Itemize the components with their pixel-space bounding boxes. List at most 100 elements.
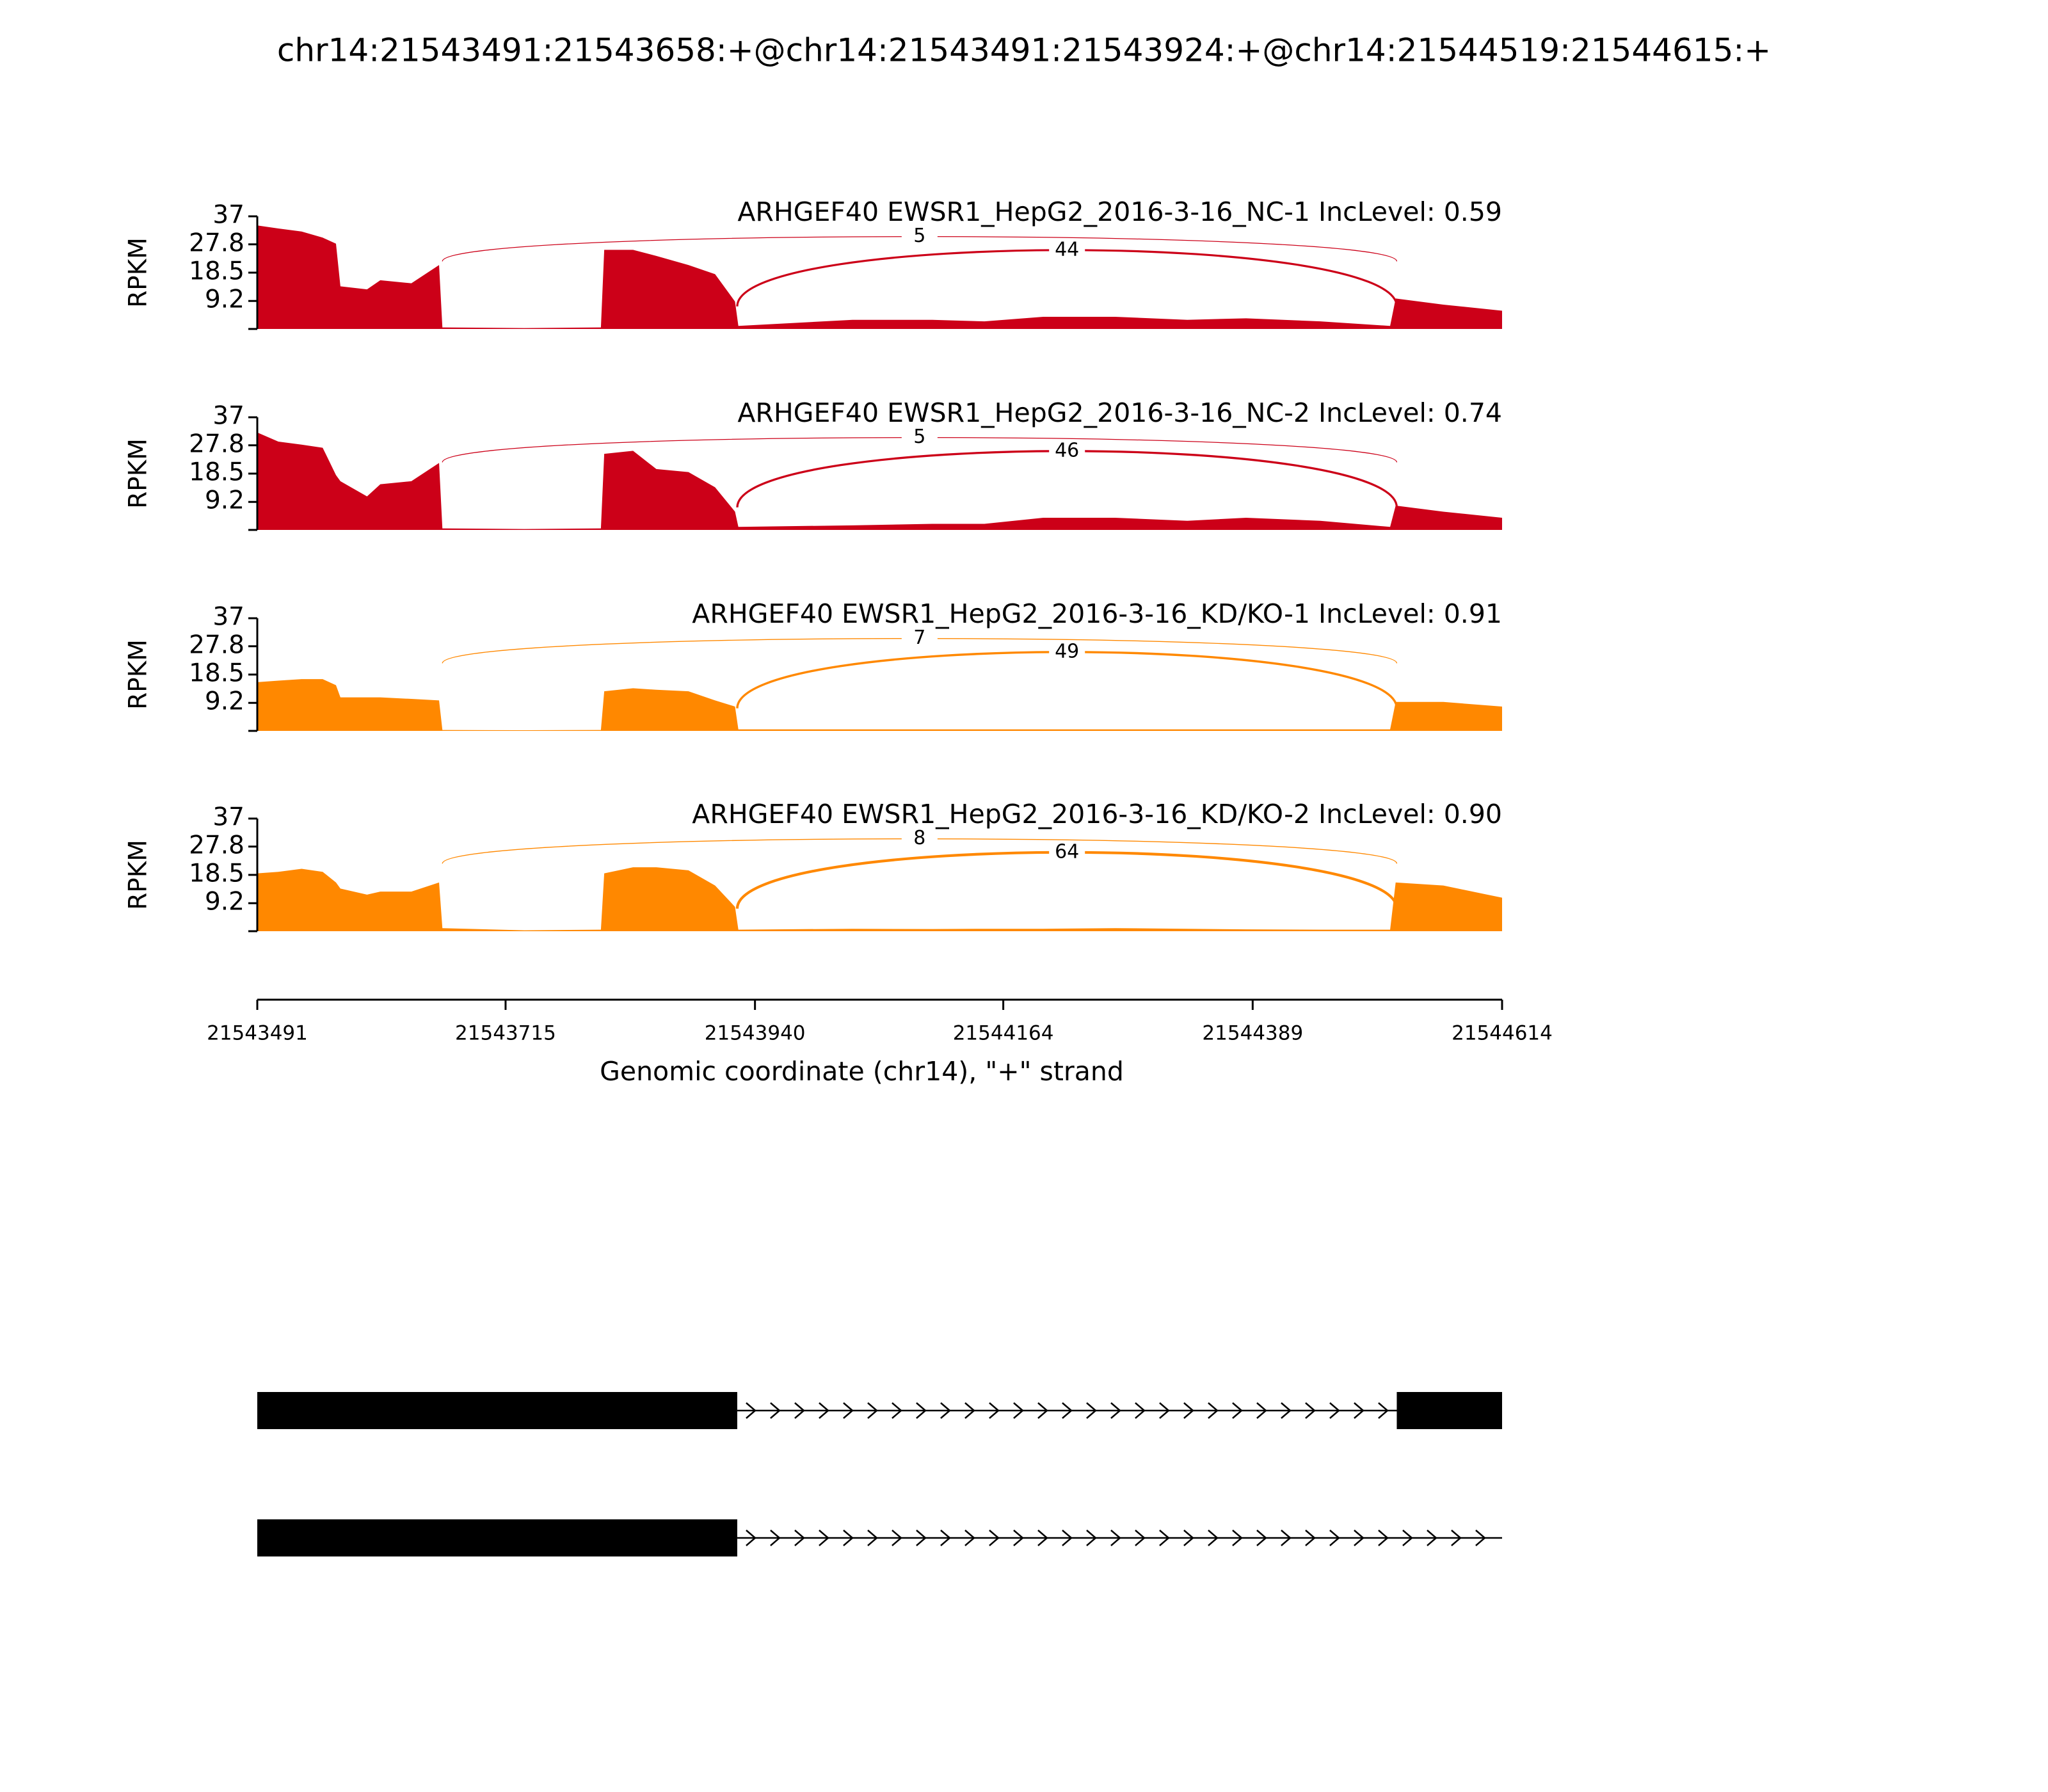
intron-arrow bbox=[770, 1402, 781, 1419]
intron-arrow bbox=[794, 1402, 805, 1419]
intron-arrow bbox=[1451, 1530, 1462, 1546]
intron-arrow bbox=[1135, 1530, 1146, 1546]
intron-arrow bbox=[1183, 1530, 1194, 1546]
intron-arrow bbox=[770, 1530, 781, 1546]
intron-arrow bbox=[746, 1530, 756, 1546]
coverage-area bbox=[257, 679, 1502, 731]
intron-arrow bbox=[867, 1530, 878, 1546]
exon bbox=[257, 1519, 737, 1556]
intron-arrow bbox=[867, 1402, 878, 1419]
y-tick-label: 27.8 bbox=[189, 429, 244, 458]
intron-arrow bbox=[1135, 1402, 1146, 1419]
x-tick-label: 21544164 bbox=[953, 1022, 1054, 1045]
y-tick-label: 9.2 bbox=[205, 687, 244, 716]
panel-title: ARHGEF40 EWSR1_HepG2_2016-3-16_KD/KO-1 I… bbox=[692, 598, 1502, 629]
intron-arrow bbox=[1159, 1530, 1170, 1546]
intron-arrow bbox=[964, 1402, 975, 1419]
exon bbox=[257, 1392, 737, 1429]
junction-label-bg bbox=[1049, 439, 1085, 463]
intron-arrow bbox=[1208, 1530, 1219, 1546]
y-tick-label: 37 bbox=[212, 402, 244, 431]
intron-arrow bbox=[1232, 1402, 1243, 1419]
intron-arrow bbox=[1281, 1530, 1292, 1546]
y-tick-label: 18.5 bbox=[189, 860, 244, 888]
intron-arrow bbox=[1086, 1530, 1097, 1546]
intron-arrow bbox=[1256, 1530, 1267, 1546]
junction-label-bg bbox=[901, 225, 938, 248]
intron-arrow bbox=[1110, 1530, 1121, 1546]
intron-arrow bbox=[1402, 1530, 1413, 1546]
intron-arrow bbox=[1037, 1530, 1048, 1546]
intron-arrow bbox=[1208, 1402, 1219, 1419]
intron-arrow bbox=[1354, 1402, 1364, 1419]
intron-arrow bbox=[989, 1530, 1000, 1546]
intron-arrow bbox=[746, 1402, 756, 1419]
intron-arrow bbox=[1110, 1402, 1121, 1419]
junction-label: 7 bbox=[913, 627, 925, 649]
y-tick-label: 9.2 bbox=[205, 888, 244, 916]
y-tick-label: 18.5 bbox=[189, 659, 244, 688]
junction-label: 46 bbox=[1055, 439, 1079, 461]
junction-label-bg bbox=[1049, 238, 1085, 262]
junction-label-bg bbox=[1049, 840, 1085, 864]
intron-arrow bbox=[819, 1402, 829, 1419]
intron-arrow bbox=[1354, 1530, 1364, 1546]
x-tick-label: 21543940 bbox=[705, 1022, 806, 1045]
intron-arrow bbox=[819, 1530, 829, 1546]
junction-label: 8 bbox=[913, 827, 925, 849]
x-tick-label: 21543491 bbox=[207, 1022, 308, 1045]
y-tick-label: 27.8 bbox=[189, 630, 244, 659]
junction-label: 5 bbox=[913, 426, 925, 448]
x-axis-label: Genomic coordinate (chr14), "+" strand bbox=[600, 1056, 1124, 1087]
y-tick-label: 37 bbox=[212, 201, 244, 230]
junction-label-bg bbox=[1049, 640, 1085, 664]
intron-arrow bbox=[940, 1402, 951, 1419]
intron-arrow bbox=[1232, 1530, 1243, 1546]
intron-arrow bbox=[989, 1402, 1000, 1419]
junction-label-bg bbox=[901, 827, 938, 851]
intron-arrow bbox=[916, 1402, 927, 1419]
junction-label: 5 bbox=[913, 225, 925, 247]
y-tick-label: 27.8 bbox=[189, 831, 244, 860]
y-axis-label: RPKM bbox=[124, 840, 153, 910]
x-tick-label: 21544389 bbox=[1202, 1022, 1303, 1045]
y-axis-label: RPKM bbox=[124, 639, 153, 710]
panel-title: ARHGEF40 EWSR1_HepG2_2016-3-16_NC-2 IncL… bbox=[737, 397, 1502, 428]
y-tick-label: 27.8 bbox=[189, 228, 244, 257]
exon bbox=[1396, 1392, 1502, 1429]
junction-label: 64 bbox=[1055, 840, 1079, 863]
intron-arrow bbox=[1329, 1402, 1340, 1419]
intron-arrow bbox=[916, 1530, 927, 1546]
intron-arrow bbox=[794, 1530, 805, 1546]
intron-arrow bbox=[892, 1402, 902, 1419]
intron-arrow bbox=[1378, 1402, 1389, 1419]
figure-title: chr14:21543491:21543658:+@chr14:21543491… bbox=[277, 32, 1771, 69]
intron-arrow bbox=[1256, 1402, 1267, 1419]
y-tick-label: 37 bbox=[212, 603, 244, 632]
intron-arrow bbox=[1427, 1530, 1437, 1546]
intron-arrow bbox=[1305, 1530, 1316, 1546]
intron-arrow bbox=[843, 1530, 854, 1546]
intron-arrow bbox=[1281, 1402, 1292, 1419]
intron-arrow bbox=[1062, 1402, 1073, 1419]
intron-arrow bbox=[892, 1530, 902, 1546]
intron-arrow bbox=[1013, 1530, 1024, 1546]
y-axis-label: RPKM bbox=[124, 237, 153, 308]
intron-arrow bbox=[1183, 1402, 1194, 1419]
y-tick-label: 9.2 bbox=[205, 285, 244, 314]
transcript bbox=[257, 1392, 1502, 1429]
panel-title: ARHGEF40 EWSR1_HepG2_2016-3-16_KD/KO-2 I… bbox=[692, 799, 1502, 829]
coverage-area bbox=[257, 867, 1502, 931]
intron-arrow bbox=[1305, 1402, 1316, 1419]
transcript bbox=[257, 1519, 1502, 1556]
intron-arrow bbox=[940, 1530, 951, 1546]
junction-label-bg bbox=[901, 426, 938, 449]
x-tick-label: 21543715 bbox=[455, 1022, 556, 1045]
intron-arrow bbox=[1159, 1402, 1170, 1419]
intron-arrow bbox=[1086, 1402, 1097, 1419]
intron-arrow bbox=[1378, 1530, 1389, 1546]
y-tick-label: 18.5 bbox=[189, 458, 244, 487]
panel-title: ARHGEF40 EWSR1_HepG2_2016-3-16_NC-1 IncL… bbox=[737, 196, 1502, 227]
intron-arrow bbox=[1062, 1530, 1073, 1546]
